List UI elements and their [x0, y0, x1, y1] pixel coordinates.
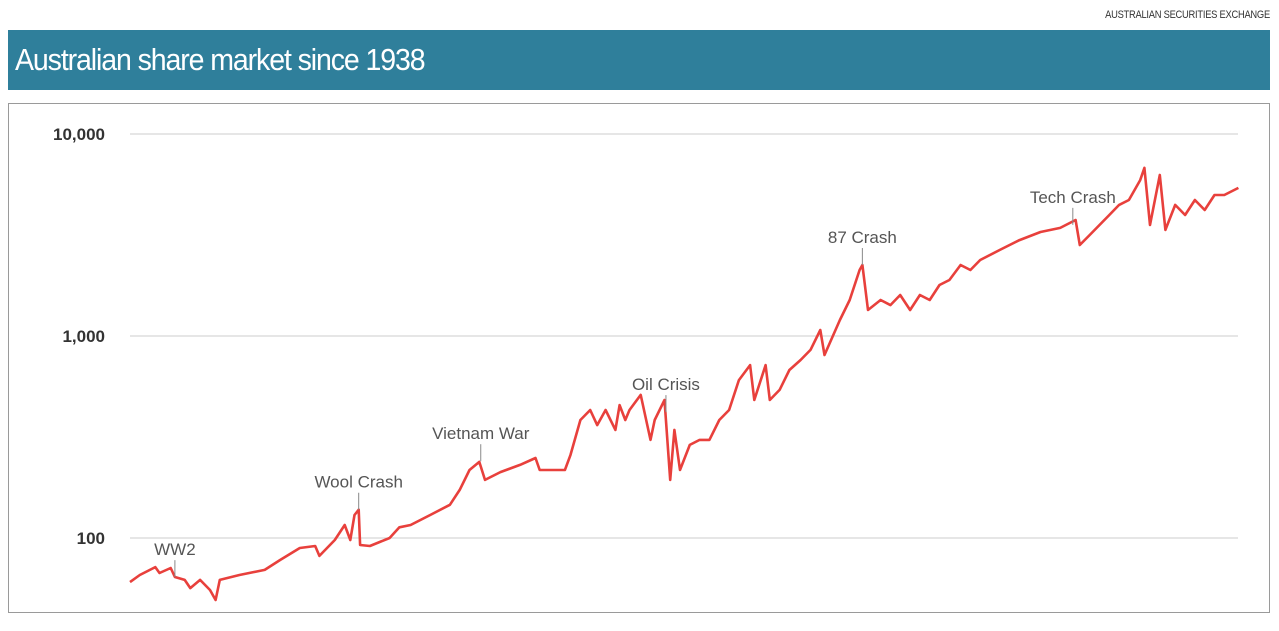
annotation-label: Tech Crash — [1030, 188, 1116, 207]
chart-title: Australian share market since 1938 — [15, 42, 426, 77]
source-credit: AUSTRALIAN SECURITIES EXCHANGE — [1105, 9, 1270, 21]
chart-frame — [8, 103, 1270, 613]
y-tick-label: 1,000 — [62, 327, 105, 346]
annotation-label: Vietnam War — [432, 424, 530, 443]
y-tick-label: 100 — [77, 529, 105, 548]
annotation-label: Oil Crisis — [632, 375, 700, 394]
annotation-label: 87 Crash — [828, 228, 897, 247]
index-line — [129, 166, 1239, 602]
y-tick-label: 10,000 — [53, 125, 105, 144]
title-banner: Australian share market since 1938 — [8, 30, 1270, 90]
annotation-label: Wool Crash — [314, 473, 403, 492]
annotation-label: WW2 — [154, 540, 196, 559]
